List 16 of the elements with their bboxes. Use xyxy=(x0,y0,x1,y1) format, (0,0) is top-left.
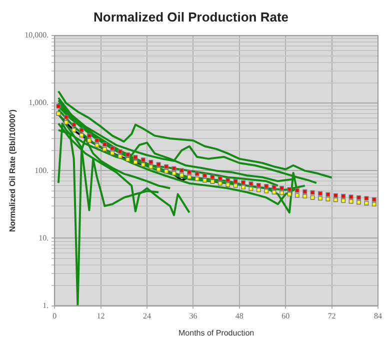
y-tick-label: 10. xyxy=(38,233,49,242)
x-tick-label: 36 xyxy=(189,312,198,321)
x-tick-label: 84 xyxy=(374,312,382,321)
y-axis-title: Normalized Oil Rate (Bbl/10000') xyxy=(8,109,18,232)
x-tick-label: 60 xyxy=(282,312,290,321)
y-tick-label: 1,000. xyxy=(28,98,49,108)
x-tick-label: 24 xyxy=(143,312,151,321)
y-tick-label: 10,000. xyxy=(24,30,49,40)
x-tick-label: 0 xyxy=(52,312,57,321)
y-tick-label: 100. xyxy=(34,166,49,175)
x-tick-label: 72 xyxy=(328,312,336,321)
x-tick-label: 48 xyxy=(235,312,244,321)
y-tick-label: 1. xyxy=(42,300,49,310)
x-tick-label: 12 xyxy=(96,312,105,321)
chart-title: Normalized Oil Production Rate xyxy=(93,9,289,24)
x-axis-title: Months of Production xyxy=(178,328,254,338)
